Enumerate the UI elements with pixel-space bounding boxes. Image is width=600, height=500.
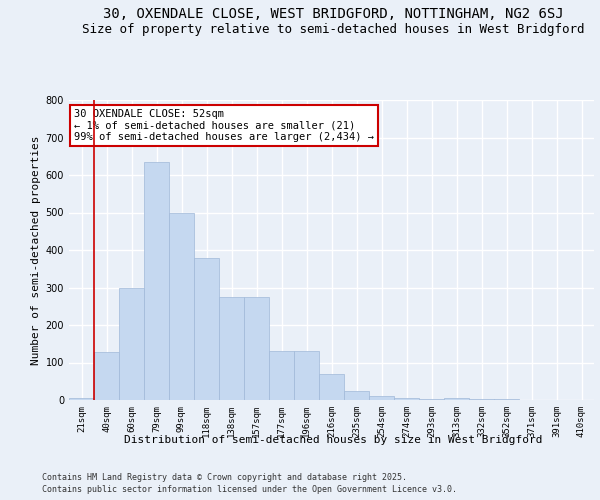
Bar xyxy=(194,258,219,400)
Bar xyxy=(469,399,494,400)
Bar xyxy=(394,398,419,400)
Text: Size of property relative to semi-detached houses in West Bridgford: Size of property relative to semi-detach… xyxy=(82,22,584,36)
Bar xyxy=(244,297,269,400)
Bar xyxy=(319,374,344,400)
Bar xyxy=(94,352,119,400)
Bar xyxy=(444,398,469,400)
Bar xyxy=(294,351,319,400)
Bar xyxy=(219,297,244,400)
Bar xyxy=(494,399,519,400)
Bar xyxy=(419,399,444,400)
Text: Distribution of semi-detached houses by size in West Bridgford: Distribution of semi-detached houses by … xyxy=(124,435,542,445)
Y-axis label: Number of semi-detached properties: Number of semi-detached properties xyxy=(31,135,41,365)
Bar xyxy=(369,396,394,400)
Text: 30, OXENDALE CLOSE, WEST BRIDGFORD, NOTTINGHAM, NG2 6SJ: 30, OXENDALE CLOSE, WEST BRIDGFORD, NOTT… xyxy=(103,8,563,22)
Bar xyxy=(69,398,94,400)
Bar xyxy=(169,212,194,400)
Bar xyxy=(269,351,294,400)
Bar xyxy=(144,162,169,400)
Text: Contains public sector information licensed under the Open Government Licence v3: Contains public sector information licen… xyxy=(42,485,457,494)
Text: 30 OXENDALE CLOSE: 52sqm
← 1% of semi-detached houses are smaller (21)
99% of se: 30 OXENDALE CLOSE: 52sqm ← 1% of semi-de… xyxy=(74,109,374,142)
Bar xyxy=(119,288,144,400)
Text: Contains HM Land Registry data © Crown copyright and database right 2025.: Contains HM Land Registry data © Crown c… xyxy=(42,472,407,482)
Bar xyxy=(344,390,369,400)
